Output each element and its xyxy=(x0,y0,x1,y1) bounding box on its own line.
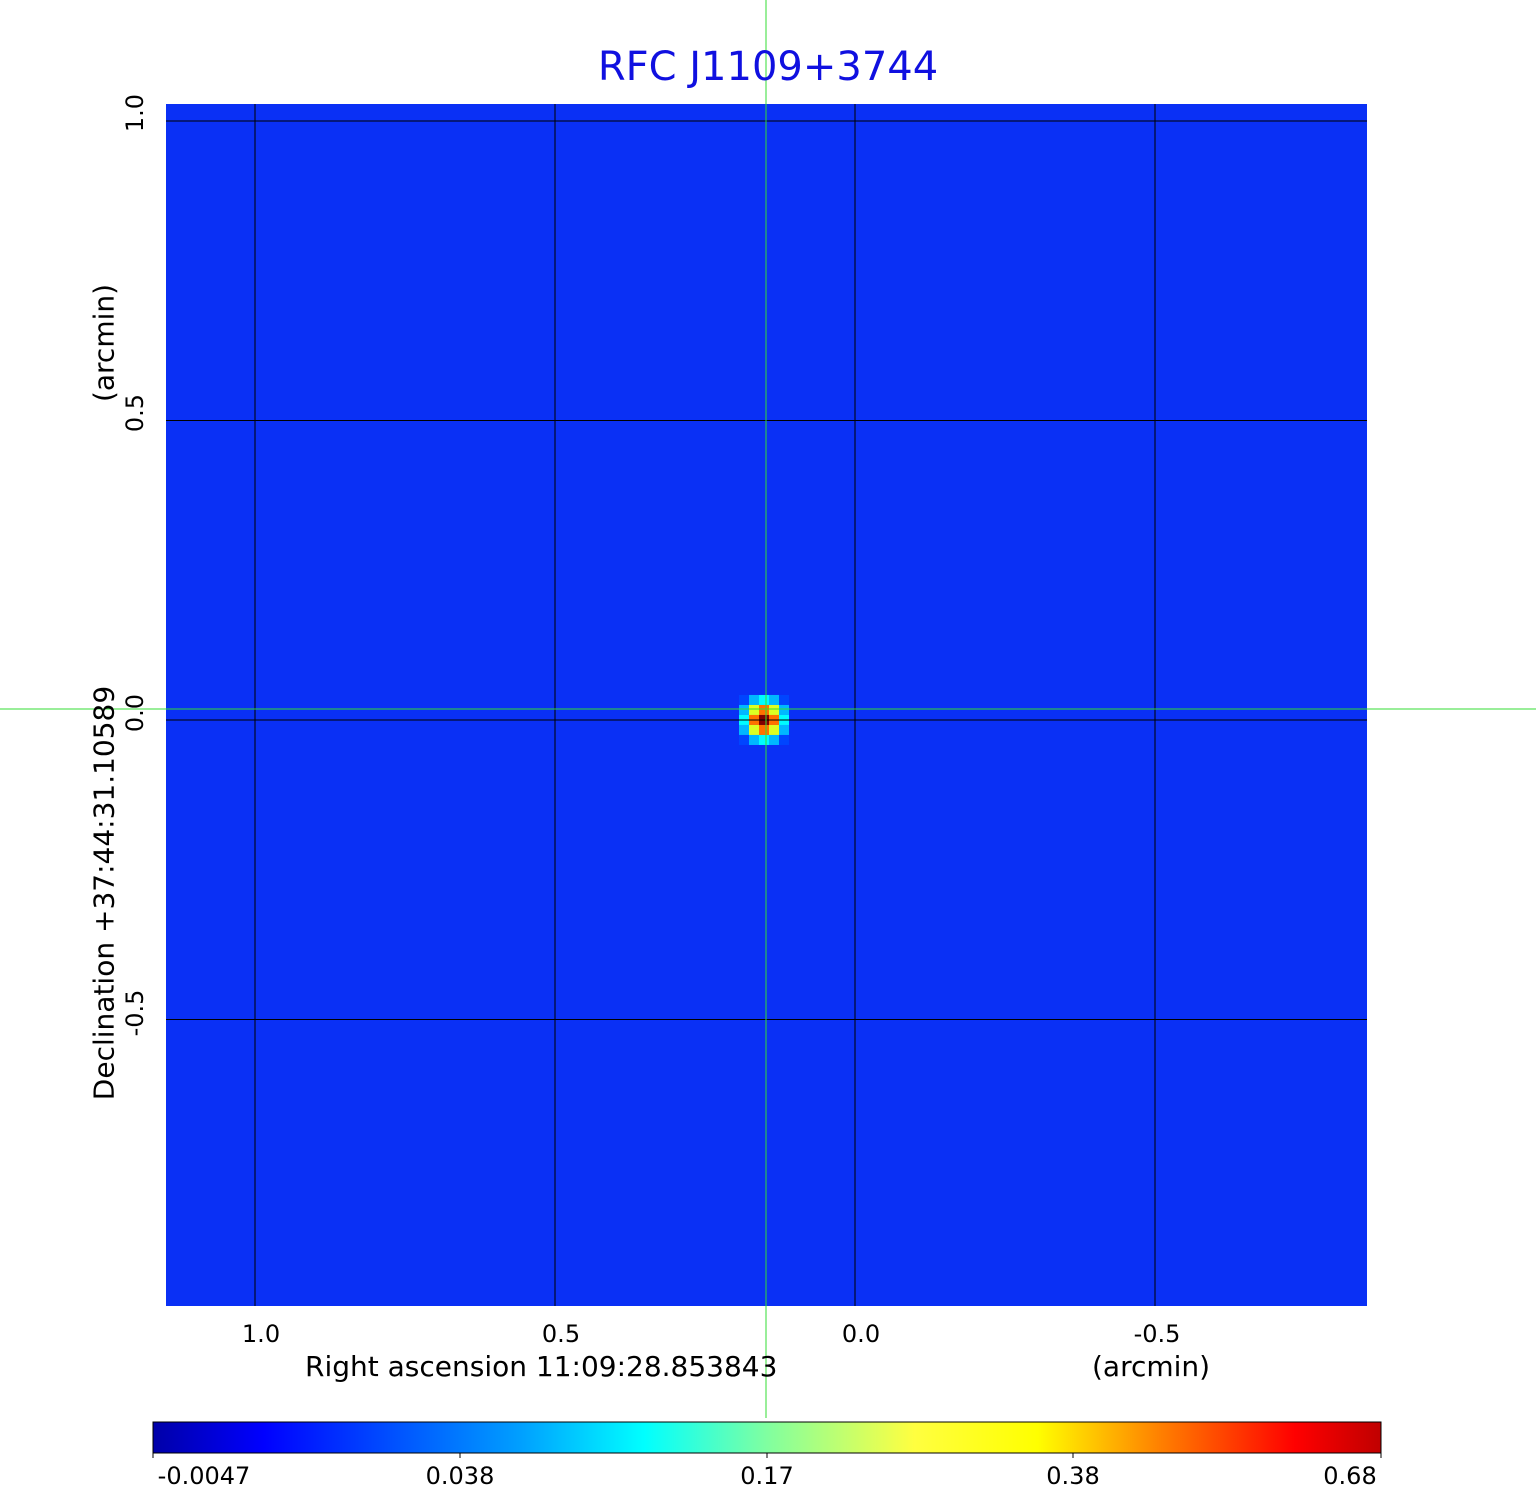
source-pixel xyxy=(769,694,779,705)
x-axis-unit: (arcmin) xyxy=(1092,1350,1211,1383)
y-tick-label: -0.5 xyxy=(121,989,149,1037)
source-pixel xyxy=(739,704,749,715)
x-tick-label: 1.0 xyxy=(241,1320,281,1348)
x-tick-label: 0.0 xyxy=(841,1320,881,1348)
y-axis-label: Declination +37:44:31.10589 xyxy=(87,685,121,1101)
x-axis-label: Right ascension 11:09:28.853843 xyxy=(305,1350,778,1383)
colorbar xyxy=(152,1421,1382,1454)
source-pixel xyxy=(749,734,759,745)
source-pixel xyxy=(749,704,759,715)
y-tick-label: 0.0 xyxy=(121,693,149,733)
colorbar-tick-label: -0.0047 xyxy=(157,1462,251,1490)
source-pixel xyxy=(759,694,769,705)
source-pixel xyxy=(739,694,749,705)
source-pixel xyxy=(779,734,789,745)
source-pixel xyxy=(749,724,759,735)
x-tick-label: -0.5 xyxy=(1133,1320,1181,1348)
source-pixel xyxy=(779,694,789,705)
source-pixel xyxy=(749,694,759,705)
colorbar-tick-label: 0.68 xyxy=(1323,1462,1377,1490)
source-pixel xyxy=(769,724,779,735)
colorbar-tick-label: 0.038 xyxy=(425,1462,495,1490)
y-axis-unit: (arcmin) xyxy=(87,283,121,403)
source-pixel xyxy=(779,704,789,715)
colorbar-tick-label: 0.17 xyxy=(740,1462,794,1490)
source-pixel xyxy=(739,724,749,735)
source-pixel xyxy=(739,734,749,745)
y-tick-label: 1.0 xyxy=(121,93,149,133)
colorbar-ticks xyxy=(152,1453,1382,1458)
source-pixel xyxy=(759,704,769,715)
grid xyxy=(165,103,1368,1307)
source-pixel xyxy=(759,724,769,735)
source-pixel xyxy=(759,734,769,745)
source-pixel xyxy=(769,734,779,745)
source-pixel xyxy=(769,704,779,715)
source-pixel xyxy=(779,724,789,735)
chart-title: RFC J1109+3744 xyxy=(597,44,939,90)
y-tick-label: 0.5 xyxy=(121,393,149,433)
x-tick-label: 0.5 xyxy=(541,1320,581,1348)
colorbar-tick-label: 0.38 xyxy=(1046,1462,1100,1490)
